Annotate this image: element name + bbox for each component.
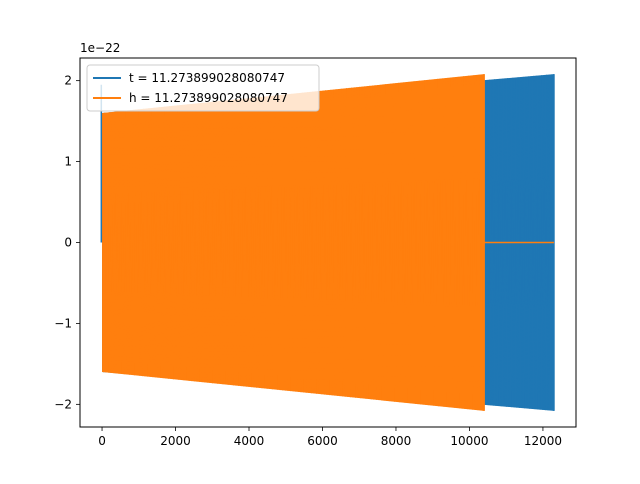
y-tick-label: 2 — [64, 74, 72, 88]
legend-label: h = 11.273899028080747 — [129, 91, 288, 105]
x-tick-label: 6000 — [307, 434, 338, 448]
axes: 0 2000 4000 6000 8000 10000 12000 −2 −1 0 1 2 — [54, 57, 577, 448]
x-tick-label: 12000 — [524, 434, 562, 448]
x-tick-label: 0 — [98, 434, 106, 448]
series-h-line — [101, 74, 484, 411]
y-tick-label: −2 — [54, 397, 72, 411]
y-tick-label: −1 — [54, 316, 72, 330]
y-tick-label: 1 — [64, 155, 72, 169]
y-offset-label: 1e−22 — [80, 41, 120, 55]
y-tick-label: 0 — [64, 236, 72, 250]
legend-box — [86, 64, 320, 112]
plot-area — [100, 74, 555, 411]
x-tick-label: 2000 — [160, 434, 191, 448]
x-tick-label: 10000 — [450, 434, 488, 448]
x-tick-label: 4000 — [234, 434, 265, 448]
x-tick-label: 8000 — [381, 434, 412, 448]
legend-label: t = 11.273899028080747 — [129, 71, 285, 85]
legend: t = 11.273899028080747 h = 11.27389902808… — [86, 64, 320, 112]
